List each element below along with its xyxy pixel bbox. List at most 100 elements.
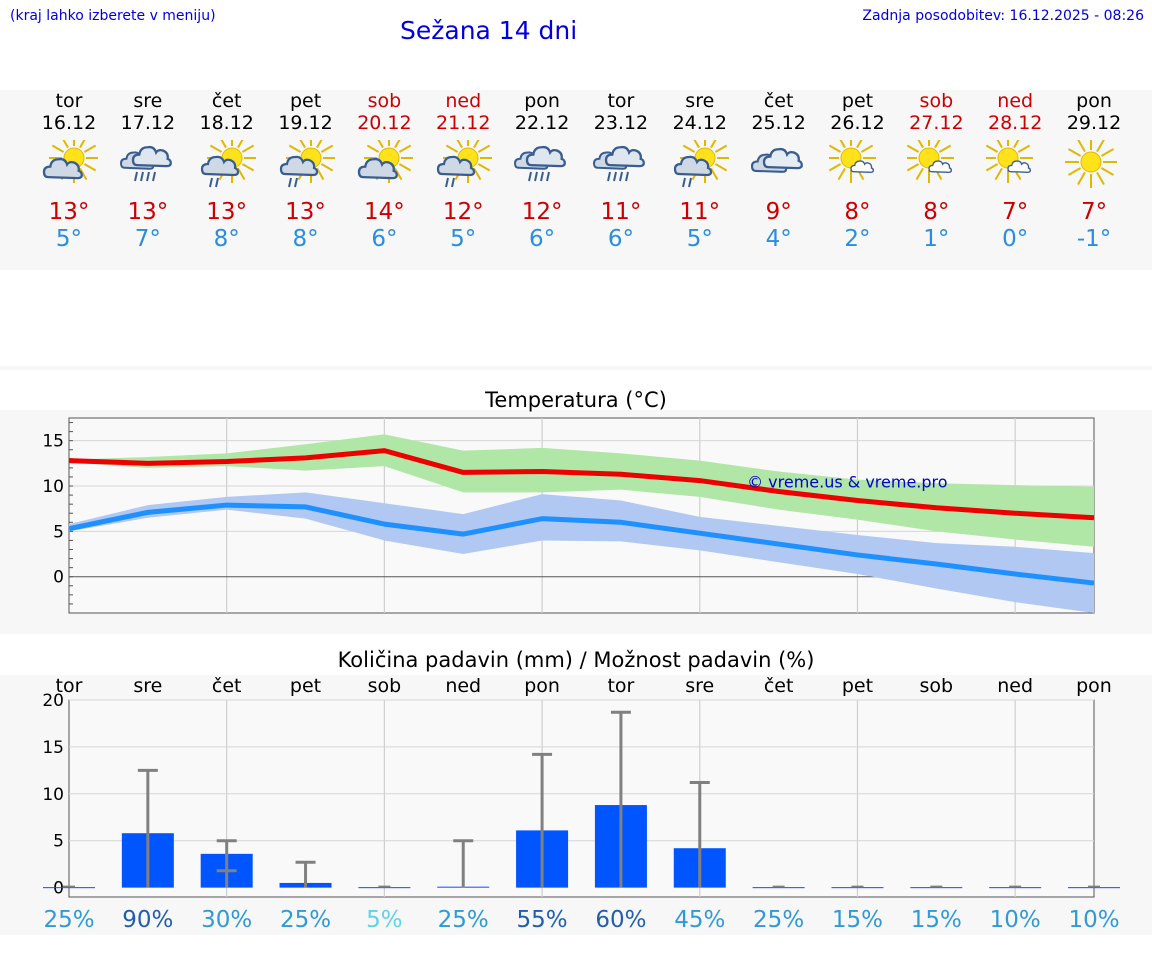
y-tick-label: 15 [42,738,64,758]
day-name: tor [607,90,635,112]
temp-min: 8° [213,226,240,252]
day-column: sob 27.12 8° 1° [896,90,976,253]
precip-probability: 25% [43,907,94,933]
max-range-band [69,434,1094,547]
temp-min: 7° [134,226,161,252]
sun-small-cloud-icon [986,140,1034,183]
temp-max: 11° [679,199,721,225]
day-name: tor [55,90,83,112]
sun-rain-icon [279,140,335,188]
temp-min: 0° [1002,226,1029,252]
day-date: 26.12 [830,112,885,134]
temp-max: 7° [1080,199,1108,225]
day-date: 17.12 [120,112,176,134]
y-tick-label: 0 [53,568,64,588]
precip-chart-title: Količina padavin (mm) / Možnost padavin … [337,648,815,672]
precip-bar [358,887,411,889]
temp-min: 6° [371,226,398,252]
day-date: 23.12 [593,112,649,134]
x-category-label: pon [1076,675,1112,697]
temp-min: 8° [292,226,319,252]
sun-cloud-icon [358,140,414,183]
x-category-label: pon [524,675,560,697]
temp-max: 13° [48,199,90,225]
day-date: 16.12 [41,112,97,134]
precip-probability: 90% [122,907,173,933]
day-column: tor 23.12 11° 6° [581,90,661,253]
location-menu-hint: (kraj lahko izberete v meniju) [10,8,216,24]
min-range-band [69,492,1094,613]
x-category-label: ned [997,675,1033,697]
sun-small-cloud-icon [907,140,955,183]
day-date: 21.12 [436,112,491,134]
day-column: sre 17.12 13° 7° [108,90,188,253]
day-date: 20.12 [357,112,412,134]
precip-probability: 10% [1068,907,1119,933]
x-category-label: sob [368,675,402,697]
precip-probability: 25% [438,907,489,933]
y-tick-label: 0 [53,879,64,899]
precip-probability: 5% [366,907,403,933]
y-tick-label: 10 [42,785,64,805]
precip-probability: 30% [201,907,252,933]
sun-icon [1065,140,1118,188]
precip-probability: 15% [911,907,962,933]
day-column: pon 22.12 12° 6° [502,90,582,253]
temp-chart: 0 5 10 15 © vreme.us & vreme.pro [42,417,1095,614]
day-date: 27.12 [909,112,964,134]
day-column: čet 25.12 9° 4° [739,90,819,253]
x-category-label: pet [842,675,873,697]
day-name: ned [997,90,1034,112]
day-date: 29.12 [1066,112,1122,134]
y-tick-label: 15 [42,432,64,452]
temp-min: 5° [686,226,713,252]
temp-max: 9° [765,199,792,225]
temp-min: 6° [607,226,634,252]
precip-bar [43,887,95,889]
temp-chart-title: Temperatura (°C) [485,388,667,412]
rain-cloud-icon [592,145,645,182]
day-name: sob [919,90,954,112]
y-tick-label: 5 [53,832,64,852]
day-name: sob [367,90,402,112]
sun-cloud-icon [42,140,98,183]
temp-max: 12° [442,199,484,225]
day-column: pon 29.12 7° -1° [1054,90,1134,253]
rain-cloud-icon [119,145,172,182]
x-category-label: tor [56,675,83,697]
sun-rain-icon [437,140,493,188]
day-name: pon [1076,90,1112,112]
precip-probability: 15% [832,907,883,933]
day-date: 24.12 [672,112,727,134]
temp-min: 1° [923,226,950,252]
day-column: ned 28.12 7° 0° [975,90,1055,253]
forecast-strip-background [0,90,1152,270]
x-category-label: čet [764,675,794,697]
precip-bar [989,887,1042,889]
precip-probability: 55% [517,907,568,933]
sun-small-cloud-icon [828,140,876,183]
precip-bar [910,887,963,889]
divider [0,366,1152,370]
precip-probability: 25% [753,907,804,933]
day-name: čet [763,90,794,112]
day-date: 18.12 [199,112,254,134]
x-category-label: sob [920,675,954,697]
max-temp-line [68,448,1095,521]
day-column: sre 24.12 11° 5° [660,90,740,253]
temp-min: 2° [844,226,871,252]
temp-max: 13° [127,199,169,225]
temp-max: 11° [600,199,642,225]
temp-max: 14° [364,199,405,225]
day-column: pet 26.12 8° 2° [818,90,898,253]
x-category-label: sre [133,675,162,697]
day-column: ned 21.12 12° 5° [423,90,503,253]
precip-bar [752,887,805,889]
temp-min: -1° [1076,226,1112,252]
rain-cloud-icon [514,145,567,182]
last-update: Zadnja posodobitev: 16.12.2025 - 08:26 [862,8,1144,24]
x-category-label: ned [445,675,481,697]
day-date: 25.12 [751,112,806,134]
x-category-label: sre [685,675,714,697]
